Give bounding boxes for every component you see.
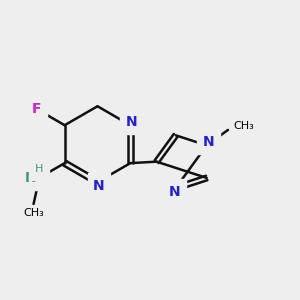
Text: H: H [34, 164, 43, 174]
Text: N: N [169, 185, 181, 199]
Text: N: N [202, 135, 214, 148]
Text: N: N [24, 171, 36, 185]
Text: CH₃: CH₃ [234, 121, 255, 131]
Text: F: F [32, 102, 41, 116]
Text: N: N [126, 115, 138, 129]
Text: N: N [93, 178, 105, 193]
Text: CH₃: CH₃ [23, 208, 44, 218]
